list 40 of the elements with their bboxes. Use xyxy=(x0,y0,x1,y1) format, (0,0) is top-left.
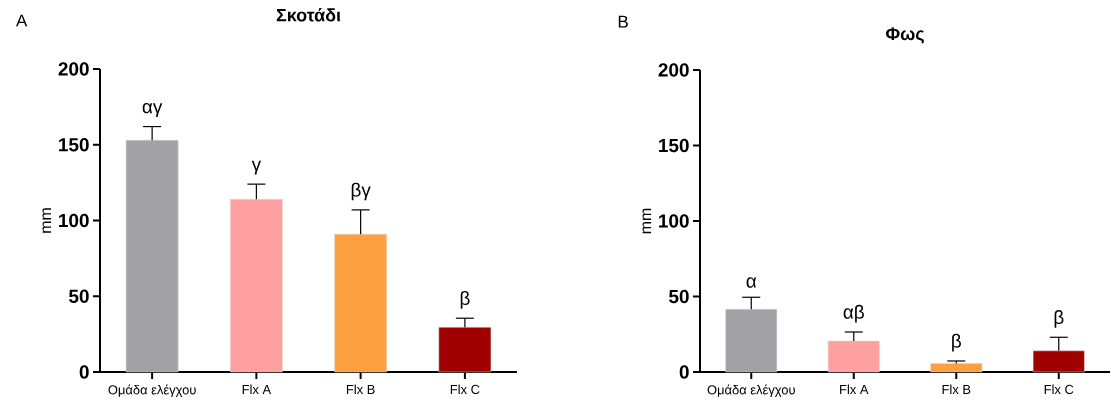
bar xyxy=(930,363,983,373)
annotation: αγ xyxy=(142,102,163,118)
annotation: β xyxy=(1054,310,1064,328)
x-tick-label: Flx C xyxy=(1044,384,1074,395)
x-tick-label: Ομάδα ελέγχου xyxy=(108,384,196,397)
annotation: α xyxy=(746,277,757,288)
text: A xyxy=(15,14,28,27)
y-tick-label: 150 xyxy=(59,138,89,152)
y-axis-title: mm xyxy=(42,208,52,233)
bar xyxy=(230,199,283,373)
y-tick-label: 50 xyxy=(669,289,689,304)
x-tick-label: Flx C xyxy=(450,384,480,395)
annotation: β xyxy=(460,291,470,309)
x-tick-label: Ομάδα ελέγχου xyxy=(707,384,795,397)
bar xyxy=(125,139,179,373)
y-axis-title: mm xyxy=(642,208,652,234)
annotation: γ xyxy=(251,160,262,175)
y-tick-label: 100 xyxy=(59,213,89,228)
y-tick-label: 150 xyxy=(659,138,689,153)
y-tick-label: 50 xyxy=(69,289,89,303)
chart-title: Φως xyxy=(885,27,924,44)
x-tick-label: Flx B xyxy=(942,384,971,394)
bar xyxy=(827,340,880,373)
y-tick-label: 0 xyxy=(79,365,89,379)
chart-title: Σκοτάδι xyxy=(276,8,341,22)
x-tick-label: Flx B xyxy=(346,384,375,394)
y-tick-label: 200 xyxy=(58,62,89,76)
x-tick-label: Flx A xyxy=(840,384,869,394)
y-tick-label: 100 xyxy=(659,214,689,228)
annotation: βγ xyxy=(351,182,371,201)
x-tick-label: Flx A xyxy=(242,384,272,394)
bar xyxy=(725,309,778,373)
bar xyxy=(334,233,387,373)
bar xyxy=(1032,350,1085,373)
y-tick-label: 200 xyxy=(658,63,689,77)
text: B xyxy=(618,15,628,28)
y-tick-label: 0 xyxy=(679,365,689,379)
annotation: β xyxy=(952,333,961,352)
annotation: αβ xyxy=(843,304,864,323)
bar xyxy=(438,327,492,373)
